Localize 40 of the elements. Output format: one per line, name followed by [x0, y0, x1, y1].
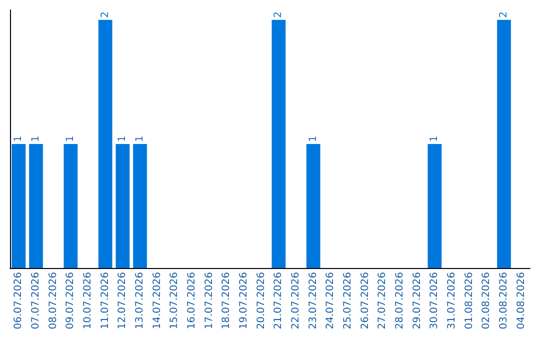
x-tick-label: 29.07.2026 — [412, 272, 423, 330]
x-tick-label: 11.07.2026 — [100, 272, 111, 330]
x-tick-label: 27.07.2026 — [377, 272, 388, 330]
x-tick-label: 06.07.2026 — [13, 272, 24, 330]
x-tick-label: 12.07.2026 — [117, 272, 128, 330]
x-tick-label: 17.07.2026 — [204, 272, 215, 330]
x-tick-label: 15.07.2026 — [169, 272, 180, 330]
data-label: 1 — [117, 136, 128, 142]
x-tick-label: 07.07.2026 — [30, 272, 42, 330]
x-tick-label: 01.08.2026 — [464, 272, 475, 330]
x-tick-label: 23.07.2026 — [308, 272, 319, 330]
data-label: 1 — [134, 136, 146, 142]
x-tick-label: 09.07.2026 — [65, 272, 76, 330]
x-tick-label: 19.07.2026 — [238, 272, 250, 330]
data-label: 1 — [30, 136, 42, 142]
data-label: 1 — [65, 136, 76, 142]
x-tick-label: 28.07.2026 — [394, 272, 406, 330]
x-tick-label: 21.07.2026 — [273, 272, 284, 330]
x-tick-label: 20.07.2026 — [256, 272, 267, 330]
x-tick-label: 02.08.2026 — [481, 272, 492, 330]
x-tick-label: 10.07.2026 — [82, 272, 94, 330]
x-tick-label: 22.07.2026 — [290, 272, 302, 330]
x-tick-label: 13.07.2026 — [134, 272, 146, 330]
x-tick-label: 25.07.2026 — [342, 272, 354, 330]
data-label: 2 — [498, 12, 510, 18]
x-tick-label: 04.08.2026 — [516, 272, 527, 330]
data-label: 1 — [13, 136, 24, 142]
x-tick-label: 26.07.2026 — [360, 272, 371, 330]
data-label: 1 — [308, 136, 319, 142]
data-label: 2 — [273, 12, 284, 18]
x-tick-label: 18.07.2026 — [221, 272, 232, 330]
x-tick-label: 03.08.2026 — [498, 272, 510, 330]
x-tick-label: 14.07.2026 — [152, 272, 163, 330]
x-tick-label: 24.07.2026 — [325, 272, 336, 330]
data-label: 1 — [429, 136, 440, 142]
data-label: 2 — [100, 12, 111, 18]
x-tick-label: 30.07.2026 — [429, 272, 440, 330]
x-tick-label: 08.07.2026 — [48, 272, 59, 330]
x-tick-label: 31.07.2026 — [446, 272, 458, 330]
x-tick-label: 16.07.2026 — [186, 272, 198, 330]
